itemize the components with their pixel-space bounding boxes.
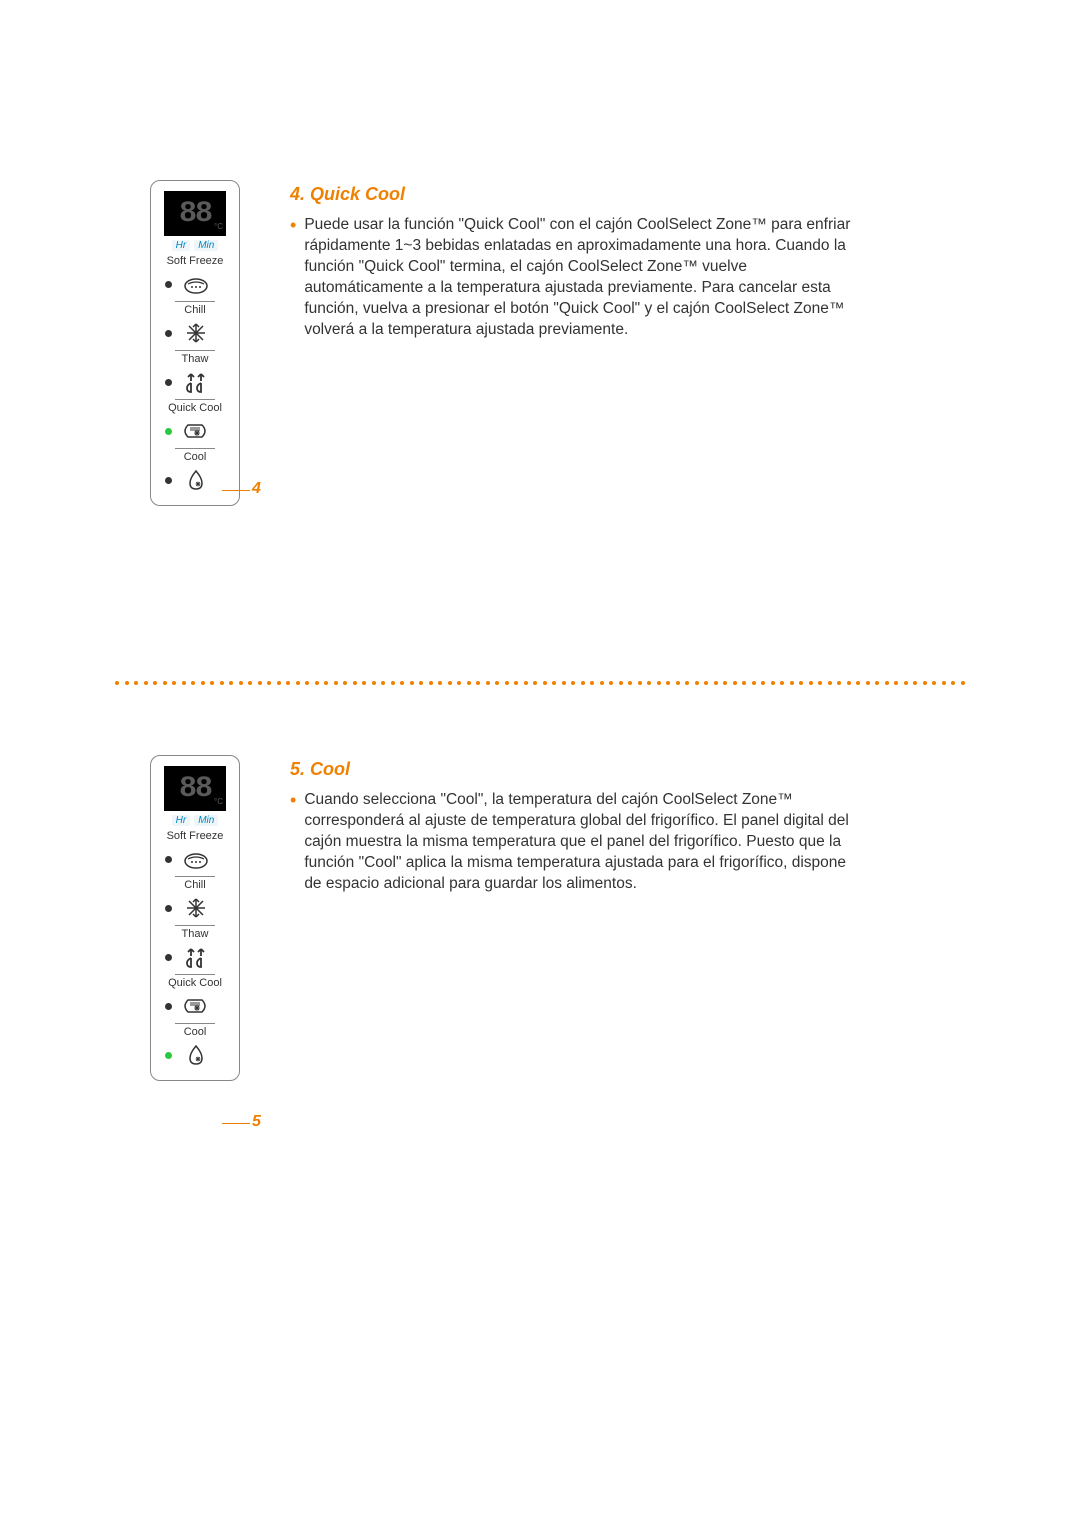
body-4: Puede usar la función "Quick Cool" con e… [304,215,860,341]
mode-label: Quick Cool [155,977,235,989]
mode-separator [175,350,215,351]
mode-quick-cool[interactable]: Quick Cool [155,402,235,449]
text-column-4: 4. Quick Cool • Puede usar la función "Q… [290,184,860,341]
mode-led [165,856,172,863]
mode-separator [175,974,215,975]
mode-label: Cool [155,451,235,463]
mode-thaw[interactable]: Thaw [155,353,235,400]
mode-led [165,330,172,337]
temp-display: 88 °C [164,191,226,236]
chill-icon [182,896,210,920]
thaw-icon [182,945,210,969]
hr-min-row: Hr Min [155,815,235,826]
mode-chill[interactable]: Chill [155,879,235,926]
min-label: Min [194,815,218,826]
chill-icon [182,321,210,345]
min-label: Min [194,240,218,251]
display-unit: °C [214,797,223,806]
quick-cool-icon [182,994,210,1018]
mode-separator [175,448,215,449]
mode-led [165,281,172,288]
mode-label: Chill [155,879,235,891]
mode-separator [175,399,215,400]
mode-led [165,1052,172,1059]
mode-quick-cool[interactable]: Quick Cool [155,977,235,1024]
soft-freeze-icon [182,847,210,871]
cool-icon [182,1043,210,1067]
mode-label: Thaw [155,353,235,365]
heading-4: 4. Quick Cool [290,184,860,205]
callout-number-4: 4 [252,480,261,498]
thaw-icon [182,370,210,394]
control-panel-5: 88 °C Hr Min Soft Freeze Chill Thaw Quick C… [150,755,240,1081]
display-digits: 88 [179,199,211,229]
mode-thaw[interactable]: Thaw [155,928,235,975]
mode-cool[interactable]: Cool [155,1026,235,1068]
mode-led [165,905,172,912]
body-5: Cuando selecciona "Cool", la temperatura… [304,790,860,895]
mode-separator [175,301,215,302]
callout-line-4 [222,490,250,491]
hr-label: Hr [172,815,191,826]
mode-led [165,954,172,961]
mode-separator [175,876,215,877]
display-unit: °C [214,222,223,231]
dotted-divider [115,681,965,685]
mode-label: Thaw [155,928,235,940]
mode-led [165,1003,172,1010]
quick-cool-icon [182,419,210,443]
mode-led [165,428,172,435]
temp-display: 88 °C [164,766,226,811]
display-digits: 88 [179,774,211,804]
soft-freeze-icon [182,272,210,296]
bullet-icon: • [290,215,296,341]
mode-label: Chill [155,304,235,316]
mode-soft-freeze[interactable]: Soft Freeze [155,830,235,877]
control-panel-4: 88 °C Hr Min Soft Freeze Chill Thaw Quick C… [150,180,240,506]
mode-label: Cool [155,1026,235,1038]
mode-led [165,379,172,386]
mode-separator [175,1023,215,1024]
text-column-5: 5. Cool • Cuando selecciona "Cool", la t… [290,759,860,895]
mode-led [165,477,172,484]
callout-line-5 [222,1123,250,1124]
mode-label: Soft Freeze [155,830,235,842]
mode-cool[interactable]: Cool [155,451,235,493]
mode-separator [175,925,215,926]
mode-label: Soft Freeze [155,255,235,267]
bullet-icon: • [290,790,296,895]
hr-min-row: Hr Min [155,240,235,251]
mode-label: Quick Cool [155,402,235,414]
mode-chill[interactable]: Chill [155,304,235,351]
hr-label: Hr [172,240,191,251]
mode-soft-freeze[interactable]: Soft Freeze [155,255,235,302]
cool-icon [182,468,210,492]
callout-number-5: 5 [252,1113,261,1131]
heading-5: 5. Cool [290,759,860,780]
